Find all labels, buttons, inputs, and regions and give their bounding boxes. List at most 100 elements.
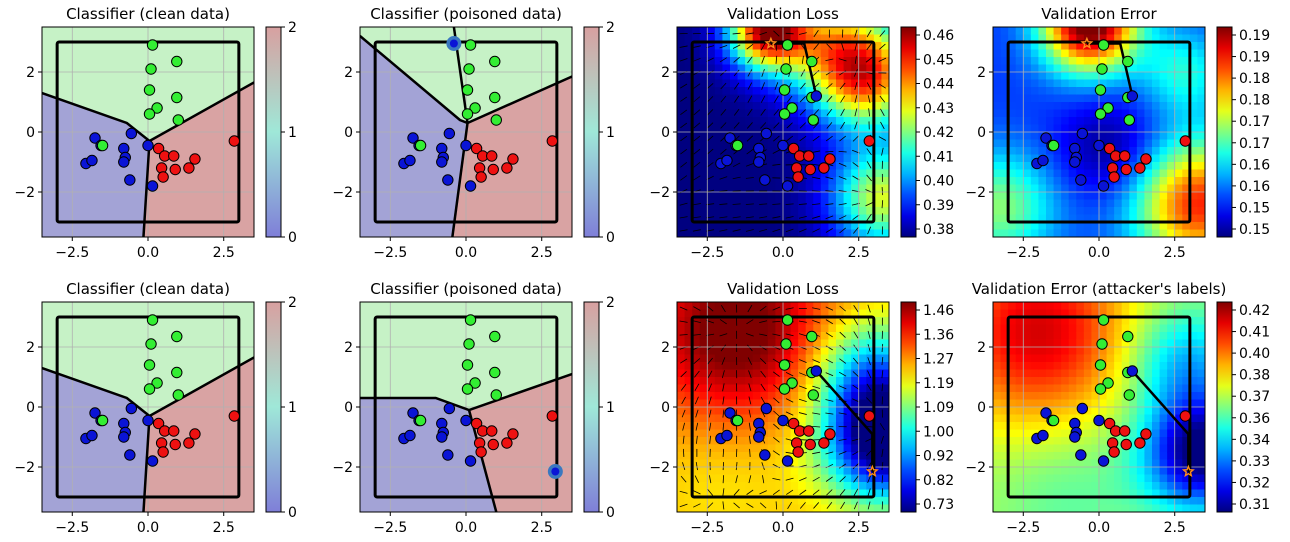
heat-cell bbox=[1061, 42, 1070, 51]
heat-cell bbox=[1091, 309, 1100, 318]
heat-cell bbox=[993, 429, 1002, 438]
heat-cell bbox=[1189, 132, 1199, 141]
heat-cell bbox=[1015, 362, 1024, 371]
heat-cell bbox=[828, 79, 837, 88]
heat-cell bbox=[866, 102, 875, 111]
heat-cell bbox=[1099, 169, 1108, 178]
gradient-arrow bbox=[812, 489, 820, 496]
heat-cell bbox=[1008, 109, 1017, 118]
heat-cell bbox=[836, 444, 845, 453]
heat-cell bbox=[722, 392, 731, 401]
heat-cell bbox=[1008, 139, 1017, 148]
gradient-arrow bbox=[838, 451, 847, 455]
heat-cell bbox=[1159, 229, 1168, 237]
heat-cell bbox=[813, 429, 822, 438]
gradient-arrow bbox=[772, 320, 781, 323]
heat-cell bbox=[1197, 49, 1205, 58]
heat-cell bbox=[1159, 132, 1168, 141]
heat-cell bbox=[1015, 57, 1024, 66]
plot-area bbox=[993, 27, 1205, 237]
heat-cell bbox=[1144, 132, 1153, 141]
heat-cell bbox=[820, 482, 830, 491]
heat-cell bbox=[745, 339, 754, 348]
heat-cell bbox=[813, 229, 822, 237]
heat-cell bbox=[767, 392, 777, 401]
heat-cell bbox=[677, 302, 686, 311]
heat-cell bbox=[1144, 139, 1153, 148]
heat-cell bbox=[1023, 184, 1032, 193]
heat-cell bbox=[993, 214, 1002, 223]
heat-cell bbox=[843, 422, 852, 431]
gradient-arrow bbox=[696, 435, 698, 444]
heat-cell bbox=[1129, 49, 1138, 58]
heat-cell bbox=[767, 482, 777, 491]
gradient-arrow bbox=[852, 384, 860, 390]
heat-cell bbox=[730, 467, 739, 476]
heat-cell bbox=[699, 339, 708, 348]
gradient-arrow bbox=[733, 489, 740, 496]
heat-cell bbox=[775, 34, 784, 43]
gradient-arrow bbox=[839, 318, 846, 325]
heat-cell bbox=[730, 369, 739, 378]
heat-cell bbox=[767, 302, 777, 311]
heat-cell bbox=[775, 42, 784, 51]
heat-cell bbox=[699, 27, 708, 36]
gradient-arrow bbox=[679, 306, 688, 311]
heat-cell bbox=[692, 437, 701, 446]
heat-cell bbox=[1174, 34, 1183, 43]
heat-cell bbox=[1091, 369, 1100, 378]
y-tick-label: 0 bbox=[344, 400, 353, 416]
heat-cell bbox=[1023, 177, 1032, 186]
data-point-class-0 bbox=[404, 154, 416, 167]
heat-cell bbox=[1189, 429, 1199, 438]
heat-cell bbox=[1144, 87, 1153, 96]
heat-cell bbox=[1038, 339, 1047, 348]
data-point-class-1 bbox=[806, 330, 818, 343]
heat-cell bbox=[752, 339, 761, 348]
heat-cell bbox=[1167, 452, 1176, 461]
heat-cell bbox=[858, 489, 867, 498]
heat-cell bbox=[805, 407, 814, 416]
heat-cell bbox=[783, 229, 792, 237]
heat-cell bbox=[684, 162, 693, 171]
gradient-arrow bbox=[732, 176, 741, 180]
heat-cell bbox=[1189, 147, 1199, 156]
heat-cell bbox=[714, 347, 724, 356]
gradient-arrow bbox=[825, 135, 833, 142]
heat-cell bbox=[836, 482, 845, 491]
heat-cell bbox=[1000, 162, 1009, 171]
y-tick-label: 0 bbox=[661, 125, 670, 141]
colorbar-tick-label: 0.42 bbox=[923, 125, 954, 141]
gradient-arrow bbox=[812, 228, 820, 233]
heat-cell bbox=[843, 332, 852, 341]
heat-cell bbox=[1197, 192, 1205, 201]
heat-cell bbox=[1023, 154, 1032, 163]
gradient-arrow bbox=[785, 398, 794, 403]
heat-cell bbox=[1159, 64, 1168, 73]
heat-cell bbox=[805, 324, 814, 333]
heat-cell bbox=[1197, 34, 1205, 43]
heat-cell bbox=[730, 399, 739, 408]
heat-cell bbox=[1000, 407, 1009, 416]
heat-cell bbox=[798, 34, 807, 43]
heat-cell bbox=[828, 459, 837, 468]
heat-cell bbox=[783, 162, 792, 171]
heat-cell bbox=[684, 64, 693, 73]
heat-cell bbox=[1038, 347, 1047, 356]
heat-cell bbox=[1152, 459, 1161, 468]
heat-cell bbox=[1030, 207, 1040, 216]
heat-cell bbox=[1106, 504, 1115, 512]
data-point-class-1 bbox=[786, 102, 798, 114]
heat-cell bbox=[993, 139, 1002, 148]
heat-cell bbox=[790, 317, 799, 326]
heat-cell bbox=[866, 42, 875, 51]
heat-cell bbox=[790, 222, 799, 231]
heat-cell bbox=[1106, 57, 1115, 66]
heat-cell bbox=[1000, 154, 1009, 163]
heat-cell bbox=[1144, 369, 1153, 378]
heat-cell bbox=[760, 102, 769, 111]
heat-cell bbox=[873, 339, 883, 348]
heat-cell bbox=[745, 317, 754, 326]
heat-cell bbox=[767, 332, 777, 341]
data-point-class-0 bbox=[777, 414, 789, 427]
